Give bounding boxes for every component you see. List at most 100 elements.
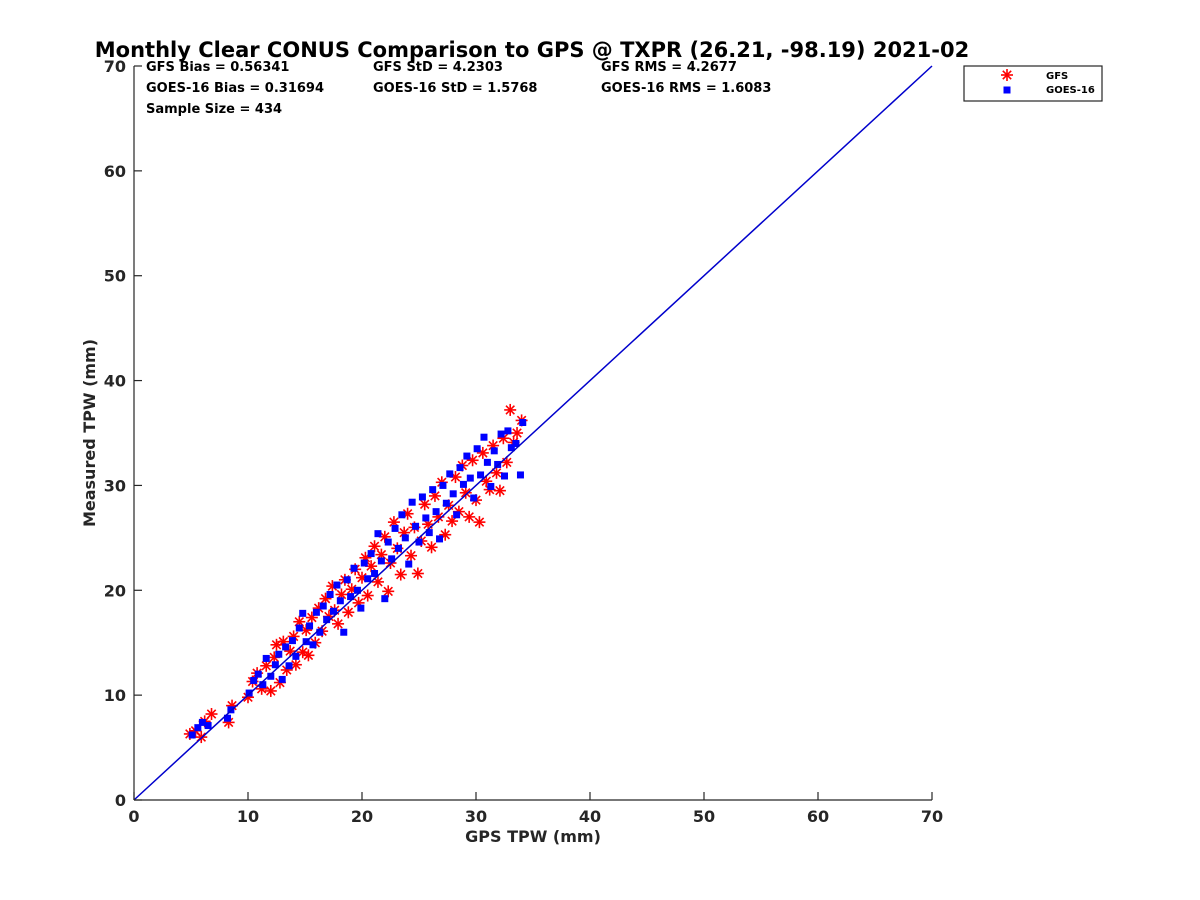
gfs-point	[466, 454, 479, 467]
goes-point	[516, 471, 524, 479]
x-tick-label: 10	[237, 807, 259, 826]
goes-bias-text: GOES-16 Bias = 0.31694	[146, 81, 324, 96]
gfs-std-text: GFS StD = 4.2303	[373, 60, 503, 75]
goes-point	[381, 595, 389, 603]
goes-point	[432, 508, 440, 516]
legend-goes-label: GOES-16	[1046, 85, 1095, 96]
goes-std-text: GOES-16 StD = 1.5768	[373, 81, 537, 96]
goes-point	[519, 419, 527, 427]
y-axis-label: Measured TPW (mm)	[80, 339, 99, 527]
goes-point	[367, 550, 375, 558]
goes-point	[227, 706, 235, 714]
goes-point	[480, 433, 488, 441]
goes-point	[394, 544, 402, 552]
goes-point	[282, 643, 290, 651]
goes-rms-text: GOES-16 RMS = 1.6083	[601, 81, 771, 96]
goes-point	[384, 538, 392, 546]
goes-point	[364, 575, 372, 583]
goes-point	[459, 480, 467, 488]
gfs-point	[504, 403, 517, 416]
x-axis-label: GPS TPW (mm)	[465, 827, 601, 846]
goes-point	[388, 555, 396, 563]
gfs-point	[387, 516, 400, 529]
goes-point	[188, 731, 196, 739]
goes-point	[418, 493, 426, 501]
y-tick-label: 0	[115, 791, 126, 810]
legend: GFS GOES-16	[963, 65, 1103, 102]
goes-point	[343, 576, 351, 584]
gfs-point	[394, 568, 407, 581]
gfs-point	[264, 684, 277, 697]
goes-point	[415, 538, 423, 546]
goes-point	[259, 681, 267, 689]
goes-point	[449, 490, 457, 498]
goes-point	[439, 481, 447, 489]
goes-point	[250, 676, 258, 684]
goes-point	[357, 604, 365, 612]
goes-point	[371, 570, 379, 578]
sample-size-text: Sample Size = 434	[146, 102, 282, 117]
gfs-point	[205, 708, 218, 721]
goes-point	[487, 482, 495, 490]
goes-point	[350, 564, 358, 572]
x-tick-label: 30	[465, 807, 487, 826]
gfs-point	[493, 484, 506, 497]
legend-goes-square-icon	[1003, 86, 1011, 94]
y-tick-label: 70	[104, 57, 126, 76]
goes-point	[391, 524, 399, 532]
gfs-point	[411, 567, 424, 580]
goes-point	[473, 445, 481, 453]
goes-point	[470, 494, 478, 502]
goes-point	[198, 718, 206, 726]
gfs-bias-text: GFS Bias = 0.56341	[146, 60, 289, 75]
goes-point	[245, 689, 253, 697]
gfs-point	[405, 549, 418, 562]
goes-point	[466, 474, 474, 482]
goes-point	[336, 597, 344, 605]
goes-point	[323, 616, 331, 624]
goes-point	[408, 498, 416, 506]
legend-goes-square	[1003, 86, 1011, 94]
goes-point	[401, 534, 409, 542]
y-tick-label: 20	[104, 581, 126, 600]
goes-point	[288, 637, 296, 645]
gfs-point	[195, 731, 208, 744]
gfs-point	[332, 617, 345, 630]
goes-point	[285, 662, 293, 670]
goes-point	[295, 624, 303, 632]
goes-point	[453, 511, 461, 519]
gfs-rms-text: GFS RMS = 4.2677	[601, 60, 737, 75]
goes-point	[194, 724, 202, 732]
goes-point	[507, 444, 515, 452]
goes-point	[398, 511, 406, 519]
y-tick-label: 10	[104, 686, 126, 705]
legend-gfs-asterisk-icon	[1001, 69, 1013, 81]
gfs-point	[511, 427, 524, 439]
chart-title: Monthly Clear CONUS Comparison to GPS @ …	[95, 38, 969, 62]
goes-point	[494, 460, 502, 468]
gfs-point	[305, 611, 318, 624]
gfs-point	[302, 649, 315, 662]
data-marks	[133, 65, 933, 801]
y-tick-label: 60	[104, 162, 126, 181]
gfs-point	[425, 541, 438, 554]
goes-point	[497, 430, 505, 438]
gfs-point	[463, 510, 476, 523]
gfs-point	[361, 589, 374, 602]
x-tick-label: 20	[351, 807, 373, 826]
x-tick-label: 40	[579, 807, 601, 826]
goes-point	[512, 439, 520, 447]
legend-box	[963, 65, 1103, 102]
goes-point	[405, 560, 413, 568]
goes-point	[477, 471, 485, 479]
goes-point	[267, 672, 275, 680]
goes-point	[456, 464, 464, 472]
goes-point	[501, 472, 508, 480]
goes-point	[309, 641, 317, 649]
x-tick-label: 70	[921, 807, 943, 826]
goes-point	[306, 622, 314, 630]
gfs-point	[473, 516, 486, 529]
goes-point	[340, 628, 348, 636]
goes-point	[312, 608, 320, 616]
goes-point	[275, 650, 283, 658]
